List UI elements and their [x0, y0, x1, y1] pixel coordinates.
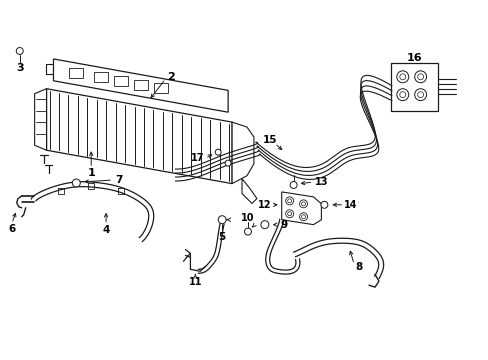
Circle shape [396, 71, 408, 83]
Text: 1: 1 [87, 168, 95, 178]
Polygon shape [242, 179, 256, 203]
Text: 13: 13 [314, 177, 327, 187]
Circle shape [285, 210, 293, 218]
Circle shape [299, 213, 307, 221]
Circle shape [289, 181, 297, 188]
Text: 8: 8 [355, 262, 362, 272]
Text: 16: 16 [406, 53, 422, 63]
Circle shape [301, 202, 305, 206]
Text: 5: 5 [218, 231, 225, 242]
Polygon shape [69, 68, 83, 78]
Circle shape [218, 216, 225, 224]
Circle shape [414, 89, 426, 100]
Text: 11: 11 [188, 277, 202, 287]
Circle shape [260, 221, 268, 229]
Circle shape [224, 160, 231, 166]
Polygon shape [46, 89, 232, 184]
Text: 12: 12 [258, 200, 271, 210]
Circle shape [215, 149, 221, 155]
Circle shape [299, 200, 307, 208]
Circle shape [320, 201, 327, 208]
Text: 9: 9 [280, 220, 286, 230]
Text: 2: 2 [166, 72, 174, 82]
Text: 6: 6 [8, 224, 16, 234]
Polygon shape [35, 89, 46, 150]
Circle shape [396, 89, 408, 100]
Circle shape [414, 71, 426, 83]
Text: 4: 4 [102, 225, 109, 235]
Bar [390, 63, 438, 111]
Polygon shape [153, 83, 167, 93]
Text: 3: 3 [16, 63, 23, 73]
Polygon shape [114, 76, 128, 86]
Circle shape [301, 215, 305, 219]
Circle shape [417, 92, 423, 98]
Circle shape [399, 92, 405, 98]
Polygon shape [134, 80, 147, 90]
Circle shape [244, 228, 251, 235]
Circle shape [72, 179, 80, 187]
Polygon shape [53, 59, 228, 112]
Text: 7: 7 [115, 175, 122, 185]
Polygon shape [232, 122, 253, 184]
Circle shape [285, 197, 293, 205]
Polygon shape [281, 192, 321, 225]
Circle shape [287, 212, 291, 216]
Circle shape [16, 48, 23, 54]
Circle shape [399, 74, 405, 80]
Circle shape [287, 199, 291, 203]
Text: 17: 17 [190, 153, 203, 163]
Text: 15: 15 [262, 135, 277, 145]
Circle shape [417, 74, 423, 80]
Polygon shape [94, 72, 108, 82]
Text: 10: 10 [241, 213, 254, 223]
Text: 14: 14 [344, 200, 357, 210]
